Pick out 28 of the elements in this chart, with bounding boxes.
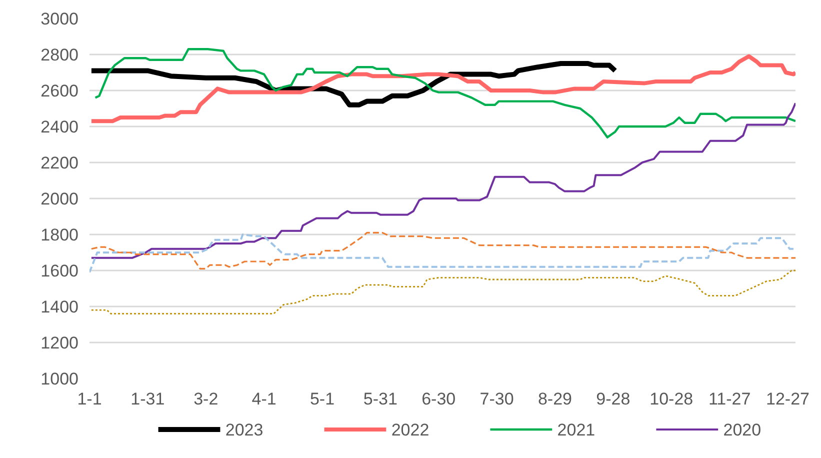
legend-label: 2020 xyxy=(723,420,762,440)
x-tick-label: 5-31 xyxy=(363,390,398,408)
y-tick-label: 2200 xyxy=(40,154,79,172)
y-tick-label: 1800 xyxy=(40,226,79,244)
x-tick-label: 1-1 xyxy=(77,390,102,408)
x-tick-label: 8-29 xyxy=(538,390,572,408)
x-tick-label: 10-28 xyxy=(650,390,694,408)
y-tick-label: 1200 xyxy=(40,334,79,352)
legend-label: 2022 xyxy=(391,420,430,440)
y-tick-label: 3000 xyxy=(40,10,79,28)
x-tick-label: 11-27 xyxy=(708,390,751,408)
y-tick-label: 2600 xyxy=(40,82,79,100)
x-tick-label: 3-2 xyxy=(194,390,218,408)
x-tick-label: 5-1 xyxy=(310,390,335,408)
x-tick-label: 4-1 xyxy=(252,390,276,408)
legend-label: 2021 xyxy=(557,420,596,440)
x-tick-label: 9-28 xyxy=(596,390,630,408)
y-tick-label: 1400 xyxy=(40,298,79,316)
y-tick-label: 2800 xyxy=(40,46,79,64)
x-tick-label: 12-27 xyxy=(766,390,810,408)
x-tick-label: 1-31 xyxy=(130,390,165,408)
y-tick-label: 2000 xyxy=(40,190,79,208)
y-tick-label: 1000 xyxy=(40,370,79,388)
y-tick-label: 1600 xyxy=(40,262,79,280)
x-tick-label: 7-30 xyxy=(480,390,514,408)
x-tick-label: 6-30 xyxy=(422,390,456,408)
y-tick-label: 2400 xyxy=(40,118,79,136)
legend-label: 2023 xyxy=(225,420,264,440)
